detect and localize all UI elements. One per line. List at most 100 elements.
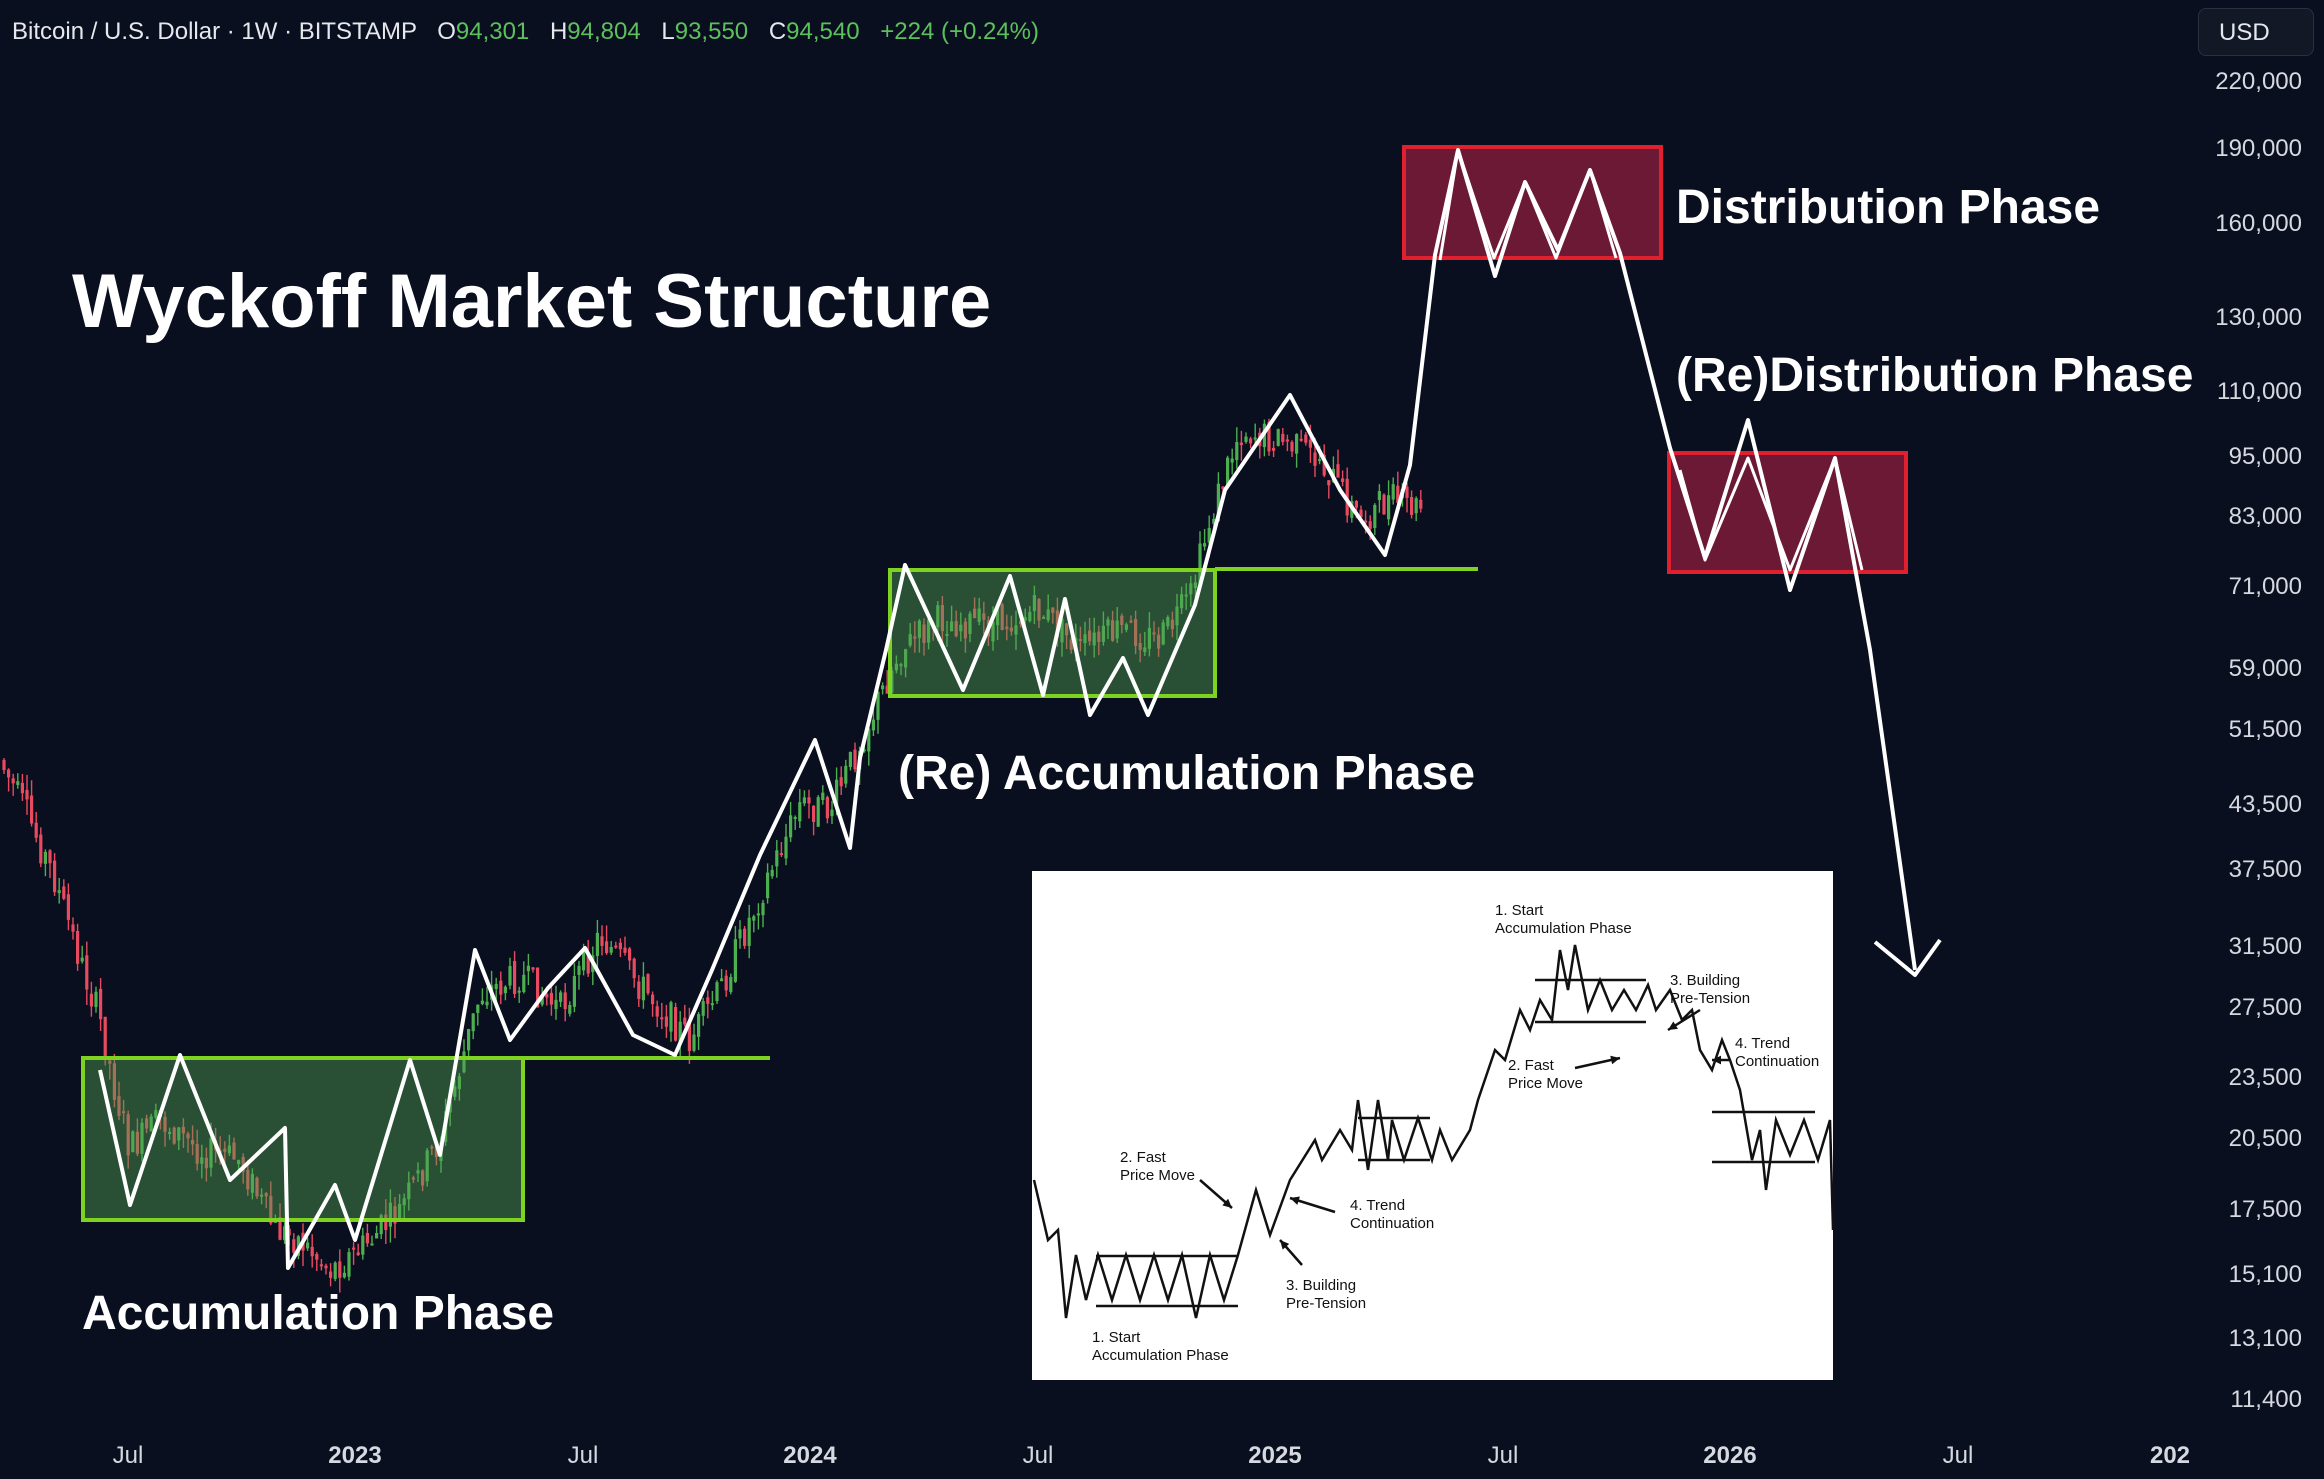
candle-body bbox=[963, 621, 967, 639]
candle-body bbox=[1175, 606, 1179, 626]
candle-body bbox=[1042, 616, 1046, 619]
candle-body bbox=[664, 1016, 668, 1027]
change-value: +224 (+0.24%) bbox=[880, 18, 1040, 45]
re-accumulation-box bbox=[888, 568, 1217, 698]
candle-body bbox=[80, 957, 84, 962]
candle-body bbox=[1336, 464, 1340, 478]
candle-body bbox=[237, 1160, 241, 1165]
candle-body bbox=[646, 974, 650, 994]
inset-annotation: 2. Fast Price Move bbox=[1120, 1149, 1195, 1184]
candle-body bbox=[53, 860, 57, 893]
candle-body bbox=[1391, 484, 1395, 500]
candle-body bbox=[954, 621, 958, 637]
candle-body bbox=[1065, 623, 1069, 636]
candle-body bbox=[536, 967, 540, 1008]
candle-body bbox=[936, 605, 940, 628]
candle-body bbox=[1184, 594, 1188, 597]
candle-body bbox=[398, 1203, 402, 1219]
inset-annotation: 4. Trend Continuation bbox=[1735, 1035, 1819, 1070]
price-axis[interactable]: 220,000 190,000 160,000 130,000 110,000 95,00… bbox=[2215, 68, 2302, 1413]
candle-body bbox=[982, 613, 986, 620]
candle-body bbox=[830, 809, 834, 817]
candle-body bbox=[559, 992, 563, 1002]
candle-body bbox=[1078, 639, 1082, 642]
candle-body bbox=[692, 1034, 696, 1051]
candle-body bbox=[30, 795, 34, 824]
y-tick-label: 160,000 bbox=[2215, 210, 2302, 237]
candle-body bbox=[1322, 454, 1326, 476]
candle-body bbox=[996, 606, 1000, 626]
candle-body bbox=[1377, 491, 1381, 501]
candle-body bbox=[706, 997, 710, 1004]
candle-body bbox=[1092, 632, 1096, 646]
candle-body bbox=[669, 1002, 673, 1032]
candle-body bbox=[825, 797, 829, 819]
candle-body bbox=[186, 1133, 190, 1139]
candle-body bbox=[628, 948, 632, 961]
candle-body bbox=[1161, 622, 1165, 645]
candle-body bbox=[816, 797, 820, 827]
candle-body bbox=[135, 1131, 139, 1154]
candle-body bbox=[149, 1116, 153, 1132]
candle-body bbox=[1396, 485, 1400, 503]
candle-body bbox=[411, 1177, 415, 1180]
candle-body bbox=[177, 1127, 181, 1141]
candle-body bbox=[554, 999, 558, 1010]
candle-body bbox=[11, 778, 15, 784]
candle-body bbox=[71, 924, 75, 932]
candle-body bbox=[1106, 619, 1110, 626]
candle-body bbox=[991, 621, 995, 642]
candle-body bbox=[108, 1060, 112, 1064]
candle-body bbox=[62, 886, 66, 899]
candle-body bbox=[1069, 639, 1073, 650]
candle-body bbox=[1318, 459, 1322, 462]
x-tick-label: Jul bbox=[568, 1442, 599, 1469]
candle-body bbox=[715, 982, 719, 1002]
close-value: 94,540 bbox=[786, 18, 860, 45]
inset-annotation: 3. Building Pre-Tension bbox=[1286, 1277, 1366, 1312]
chart-title: Wyckoff Market Structure bbox=[72, 259, 992, 344]
candle-body bbox=[1120, 615, 1124, 626]
candle-body bbox=[678, 1021, 682, 1044]
candle-body bbox=[1313, 452, 1317, 466]
y-tick-label: 190,000 bbox=[2215, 135, 2302, 162]
candle-body bbox=[1221, 486, 1225, 490]
candle-body bbox=[1327, 480, 1331, 486]
x-tick-label: Jul bbox=[1943, 1442, 1974, 1469]
candle-body bbox=[1285, 439, 1289, 442]
candle-body bbox=[848, 751, 852, 768]
candle-body bbox=[103, 1016, 107, 1060]
inset-arrowhead bbox=[1610, 1055, 1620, 1065]
candlestick-series bbox=[2, 418, 1423, 1293]
candle-body bbox=[1019, 621, 1023, 625]
candle-body bbox=[1304, 434, 1308, 443]
candle-body bbox=[163, 1116, 167, 1132]
candle-body bbox=[968, 613, 972, 635]
candle-body bbox=[1083, 634, 1087, 644]
candle-body bbox=[57, 890, 61, 894]
candle-body bbox=[871, 719, 875, 731]
candle-body bbox=[623, 947, 627, 953]
candle-body bbox=[1032, 595, 1036, 612]
candle-body bbox=[1037, 599, 1041, 621]
candle-body bbox=[641, 976, 645, 1001]
wyckoff-paths bbox=[98, 148, 1942, 1270]
candle-body bbox=[1157, 634, 1161, 649]
candle-body bbox=[494, 983, 498, 990]
candle-body bbox=[131, 1131, 135, 1153]
currency-button[interactable]: USD bbox=[2198, 8, 2314, 56]
candle-body bbox=[269, 1195, 273, 1224]
candle-body bbox=[766, 872, 770, 899]
candle-body bbox=[338, 1261, 342, 1278]
candle-body bbox=[609, 946, 613, 953]
candle-body bbox=[485, 1001, 489, 1006]
candle-body bbox=[1290, 441, 1294, 452]
candle-body bbox=[1198, 543, 1202, 586]
candle-body bbox=[894, 663, 898, 671]
candle-body bbox=[1212, 518, 1216, 524]
candle-body bbox=[747, 917, 751, 946]
candle-body bbox=[1180, 594, 1184, 609]
candle-body bbox=[499, 980, 503, 995]
time-axis[interactable]: Jul 2023 Jul 2024 Jul 2025 Jul 2026 Jul 202 bbox=[113, 1442, 2190, 1469]
